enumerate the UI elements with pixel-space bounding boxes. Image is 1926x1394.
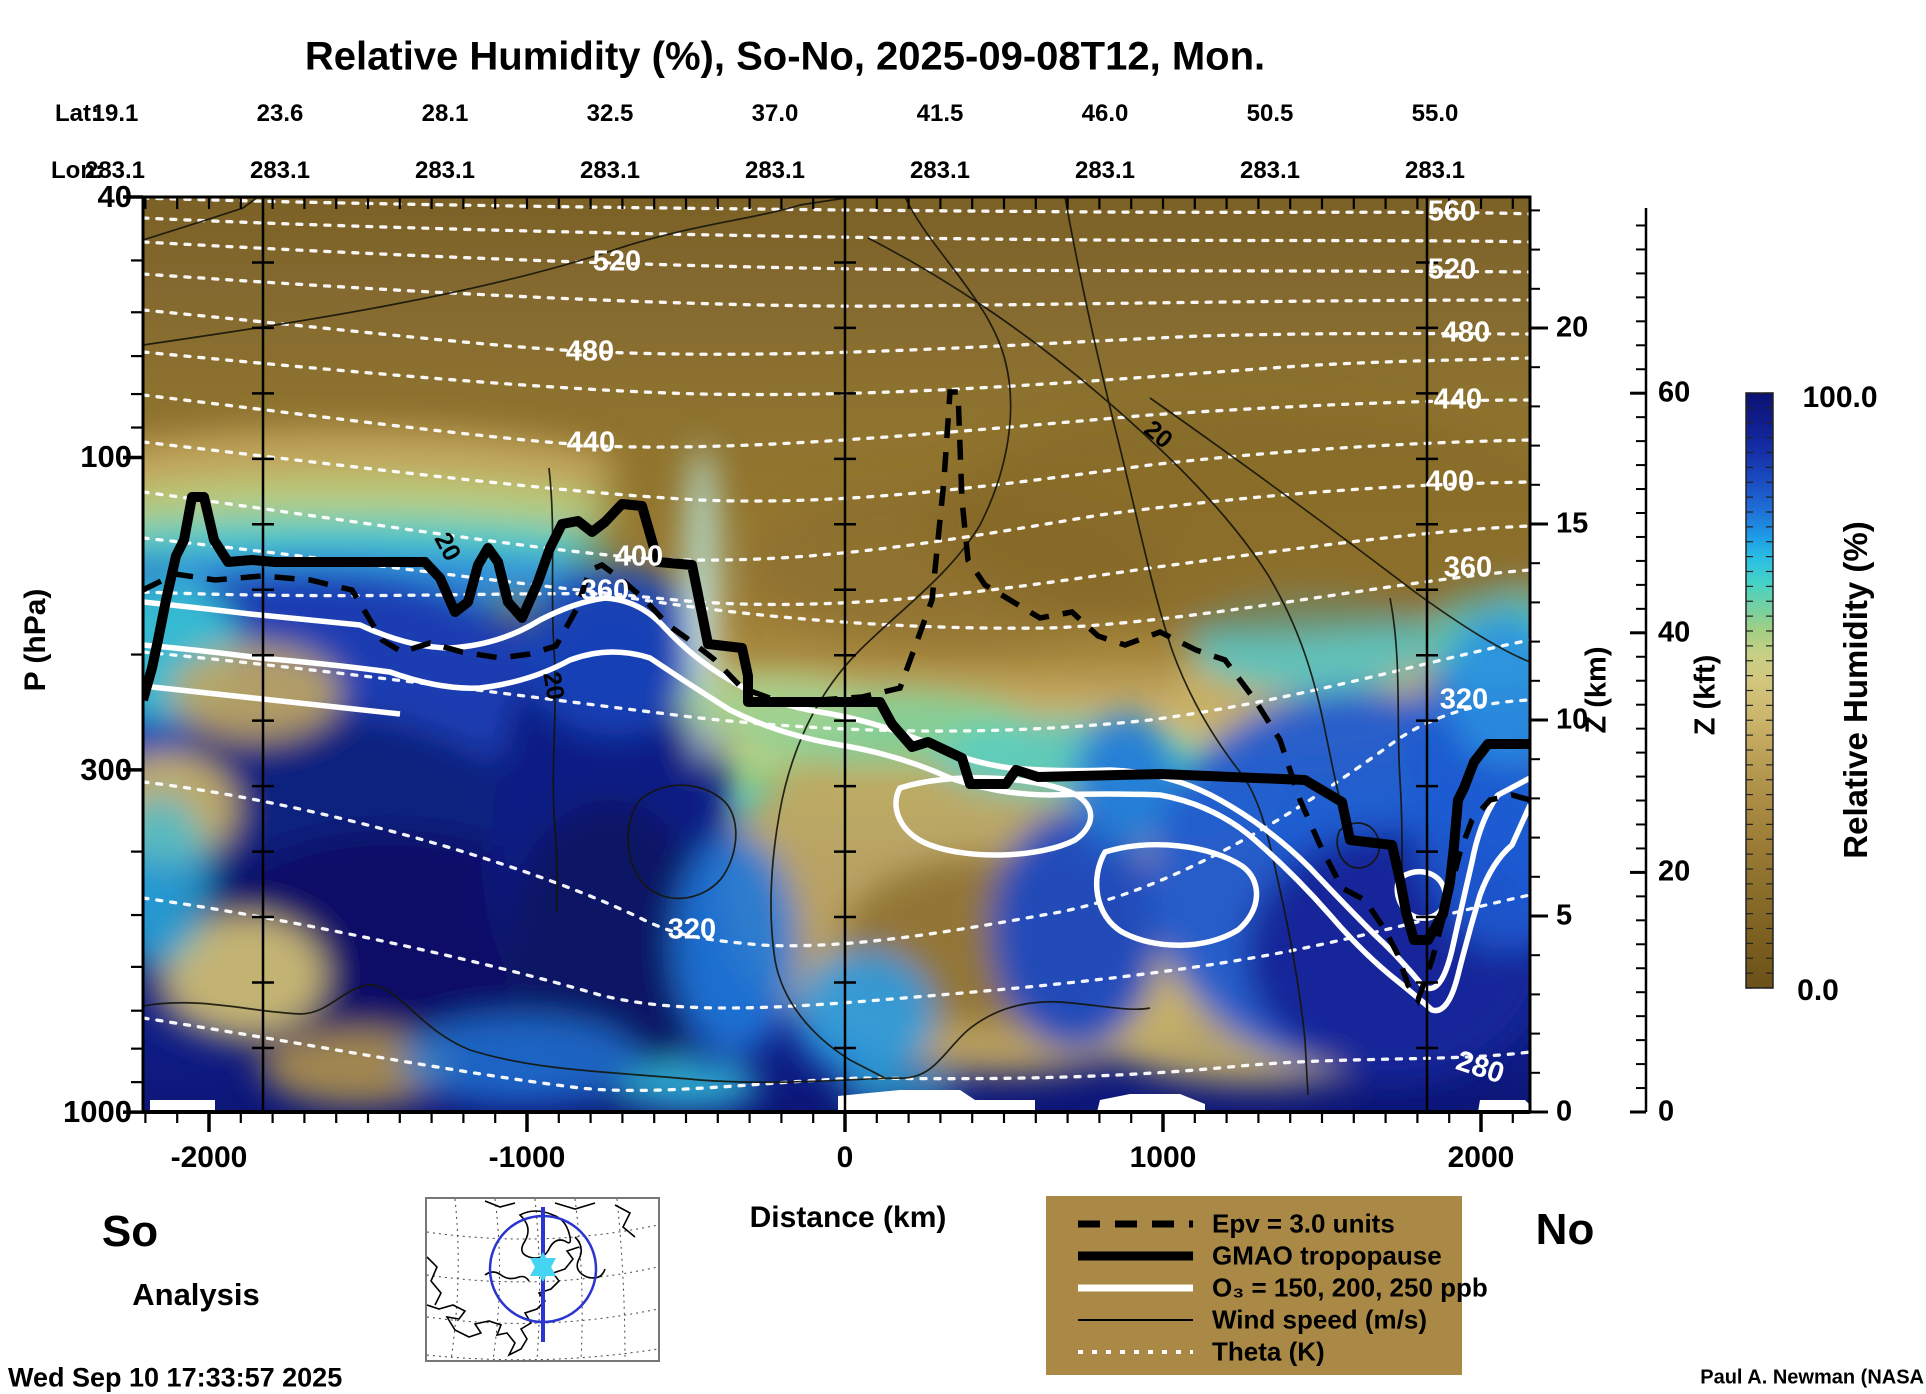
map-inset xyxy=(425,1197,660,1362)
lat-value: 50.5 xyxy=(1246,100,1294,127)
x-tick-label: -1000 xyxy=(488,1141,566,1174)
plot-title: Relative Humidity (%), So-No, 2025-09-08… xyxy=(304,34,1266,79)
lat-value: 37.0 xyxy=(751,100,799,127)
colorbar-max-label: 100.0 xyxy=(1802,381,1878,414)
legend-label: O₃ = 150, 200, 250 ppb xyxy=(1212,1272,1488,1303)
white-line-sample-icon xyxy=(1078,1284,1193,1292)
theta-contour-label: 480 xyxy=(565,335,615,368)
z-kft-axis-label: Z (kft) xyxy=(1689,654,1722,736)
x-tick-label: -2000 xyxy=(170,1141,248,1174)
south-label: So xyxy=(101,1207,159,1256)
legend-label: Theta (K) xyxy=(1212,1336,1325,1367)
theta-contour-label: 440 xyxy=(1433,383,1483,416)
dotted-line-sample-icon xyxy=(1078,1350,1193,1354)
theta-contour-label: 320 xyxy=(667,913,717,946)
lon-value: 283.1 xyxy=(744,157,806,184)
legend-label: GMAO tropopause xyxy=(1212,1240,1442,1271)
map-graticule xyxy=(426,1198,659,1361)
pressure-tick-label: 100 xyxy=(80,439,132,475)
theta-contour-label: 440 xyxy=(566,426,616,459)
pressure-axis-label: P (hPa) xyxy=(19,588,52,692)
lat-value: 23.6 xyxy=(256,100,304,127)
z-kft-tick-label: 0 xyxy=(1658,1095,1675,1128)
wind-contour-label: 20 xyxy=(537,669,570,703)
thin-line-sample-icon xyxy=(1078,1319,1193,1321)
theta-contour-label: 480 xyxy=(1441,316,1491,349)
theta-contour-label: 400 xyxy=(614,540,664,573)
colorbar-title: Relative Humidity (%) xyxy=(1837,521,1874,859)
lat-value: 55.0 xyxy=(1411,100,1459,127)
reference-lines xyxy=(252,197,1438,1112)
map-range-circle xyxy=(488,1214,598,1324)
theta-contour-label: 320 xyxy=(1439,683,1489,716)
theta-contours xyxy=(143,197,1530,1093)
legend-label: Epv = 3.0 units xyxy=(1212,1208,1395,1239)
lat-value: 46.0 xyxy=(1081,100,1129,127)
lat-value: 28.1 xyxy=(421,100,469,127)
z-km-tick-label: 10 xyxy=(1556,703,1589,736)
theta-contour-label: 360 xyxy=(580,574,630,607)
colorbar-min-label: 0.0 xyxy=(1797,974,1839,1007)
timestamp: Wed Sep 10 17:33:57 2025 xyxy=(8,1362,343,1393)
z-kft-tick-label: 60 xyxy=(1658,376,1691,409)
lon-value: 283.1 xyxy=(414,157,476,184)
pressure-tick-label: 300 xyxy=(80,751,132,787)
z-km-tick-label: 5 xyxy=(1556,899,1573,932)
tropopause-line xyxy=(143,492,1530,945)
wind-contours xyxy=(143,197,1530,1096)
theta-contour-label: 520 xyxy=(592,245,642,278)
theta-contour-label: 560 xyxy=(1427,195,1477,228)
colorbar-ticks xyxy=(1746,392,1773,989)
lon-row-label: Lon: xyxy=(51,157,103,184)
epv-line xyxy=(143,389,1530,1007)
lon-value: 283.1 xyxy=(1239,157,1301,184)
lon-value: 283.1 xyxy=(1074,157,1136,184)
map-star-icon xyxy=(530,1252,556,1282)
pressure-tick-label: 40 xyxy=(97,179,132,214)
z-km-tick-label: 0 xyxy=(1556,1095,1573,1128)
humidity-field xyxy=(143,197,1530,1112)
surface-cutouts xyxy=(150,1090,1530,1112)
theta-contour-label: 360 xyxy=(1443,551,1493,584)
legend-label: Wind speed (m/s) xyxy=(1212,1304,1428,1335)
x-tick-label: 2000 xyxy=(1447,1141,1515,1174)
z-kft-tick-label: 20 xyxy=(1658,855,1691,888)
north-label: No xyxy=(1535,1205,1595,1254)
lon-value: 283.1 xyxy=(579,157,641,184)
thick-line-sample-icon xyxy=(1078,1251,1193,1261)
dashed-line-sample-icon xyxy=(1078,1220,1193,1228)
z-kft-tick-label: 40 xyxy=(1658,616,1691,649)
lat-value: 19.1 xyxy=(91,100,139,127)
distance-axis-label: Distance (km) xyxy=(749,1201,947,1234)
lat-value: 41.5 xyxy=(916,100,964,127)
z-km-tick-label: 20 xyxy=(1556,311,1589,344)
lon-value: 283.1 xyxy=(909,157,971,184)
lat-value: 32.5 xyxy=(586,100,634,127)
pressure-tick-label: 1000 xyxy=(63,1094,132,1130)
theta-contour-label: 520 xyxy=(1427,253,1477,286)
x-tick-label: 1000 xyxy=(1129,1141,1197,1174)
lon-value: 283.1 xyxy=(84,157,146,184)
map-coastline xyxy=(426,1200,636,1357)
legend: Epv = 3.0 units GMAO tropopause O₃ = 150… xyxy=(1046,1196,1488,1375)
lon-value: 283.1 xyxy=(249,157,311,184)
x-tick-label: 0 xyxy=(836,1141,854,1174)
credit: Paul A. Newman (NASA xyxy=(1700,1366,1924,1389)
axis-ticks xyxy=(123,195,1646,1132)
theta-contour-label: 400 xyxy=(1425,465,1475,498)
z-km-tick-label: 15 xyxy=(1556,507,1589,540)
analysis-label: Analysis xyxy=(132,1277,260,1312)
lon-value: 283.1 xyxy=(1404,157,1466,184)
lat-row-label: Lat: xyxy=(55,100,99,127)
